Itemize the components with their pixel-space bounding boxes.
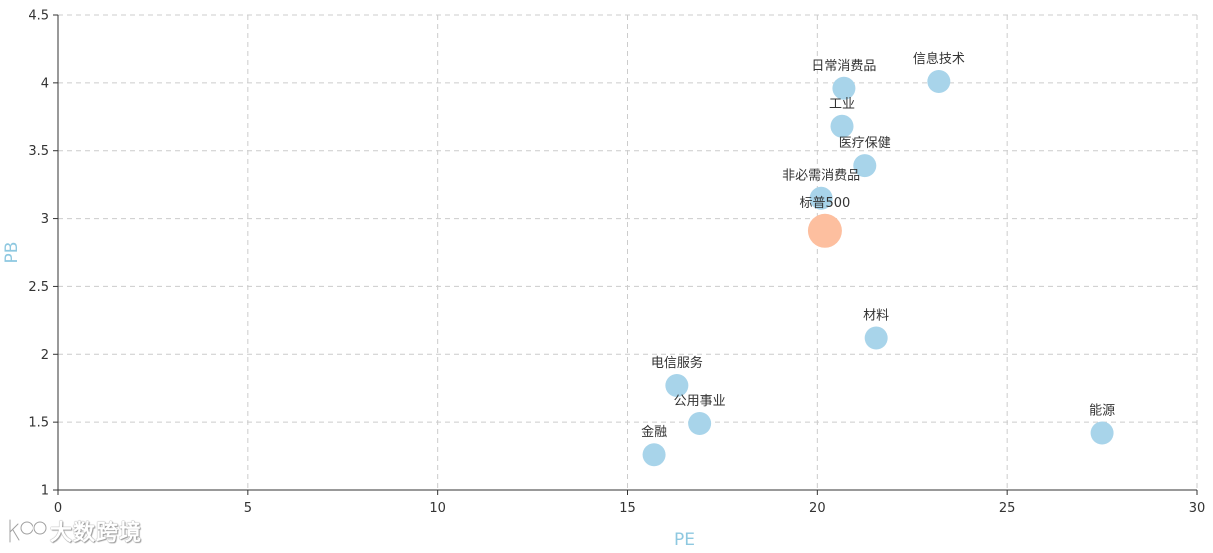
y-tick-label: 1 [41,484,49,499]
y-tick-label: 3 [41,212,49,227]
x-tick-label: 15 [619,501,636,516]
axes [53,14,1198,495]
data-point-label: 日常消费品 [811,59,876,74]
data-point [1090,421,1114,445]
watermark-text: 大数跨境 [50,521,143,546]
y-tick-label: 2.5 [28,280,49,295]
data-point [642,443,666,467]
y-tick-label: 3.5 [28,144,49,159]
x-tick-label: 0 [54,501,62,516]
x-tick-label: 20 [809,501,826,516]
data-point [864,326,888,350]
data-point [809,186,833,210]
tick-labels: 0 5 10 15 20 25 30 1 1.5 2 2.5 3 3.5 4 4.5 [28,9,1205,517]
data-point [830,114,854,138]
y-tick-label: 4.5 [28,9,49,24]
x-axis-title: PE [674,530,695,550]
x-tick-label: 10 [429,501,446,516]
x-tick-label: 30 [1189,501,1206,516]
y-axis-title: PB [2,242,22,264]
data-point-label: 材料 [863,309,889,324]
kds-logo-icon [8,518,48,544]
x-tick-label: 25 [999,501,1016,516]
data-point [665,374,689,397]
data-point-label: 能源 [1089,404,1115,419]
data-point-label: 电信服务 [651,355,703,371]
y-tick-label: 4 [41,76,49,91]
data-point [853,154,877,178]
data-point [927,70,951,93]
x-tick-label: 5 [244,501,252,516]
data-point-label: 工业 [829,97,855,112]
data-point-label: 信息技术 [913,51,965,67]
y-tick-label: 2 [41,348,49,363]
grid-lines [58,14,1198,490]
data-point [832,76,856,100]
watermark: 大数跨境 [6,514,142,548]
data-point-label: 标普500 [800,196,851,211]
data-point-label: 医疗保健 [839,136,891,151]
y-tick-label: 1.5 [28,416,49,431]
data-point-label: 公用事业 [674,394,726,409]
data-point-label: 金融 [641,424,667,440]
data-point [807,213,842,248]
data-point-label: 非必需消费品 [782,169,860,184]
data-point [688,412,712,435]
